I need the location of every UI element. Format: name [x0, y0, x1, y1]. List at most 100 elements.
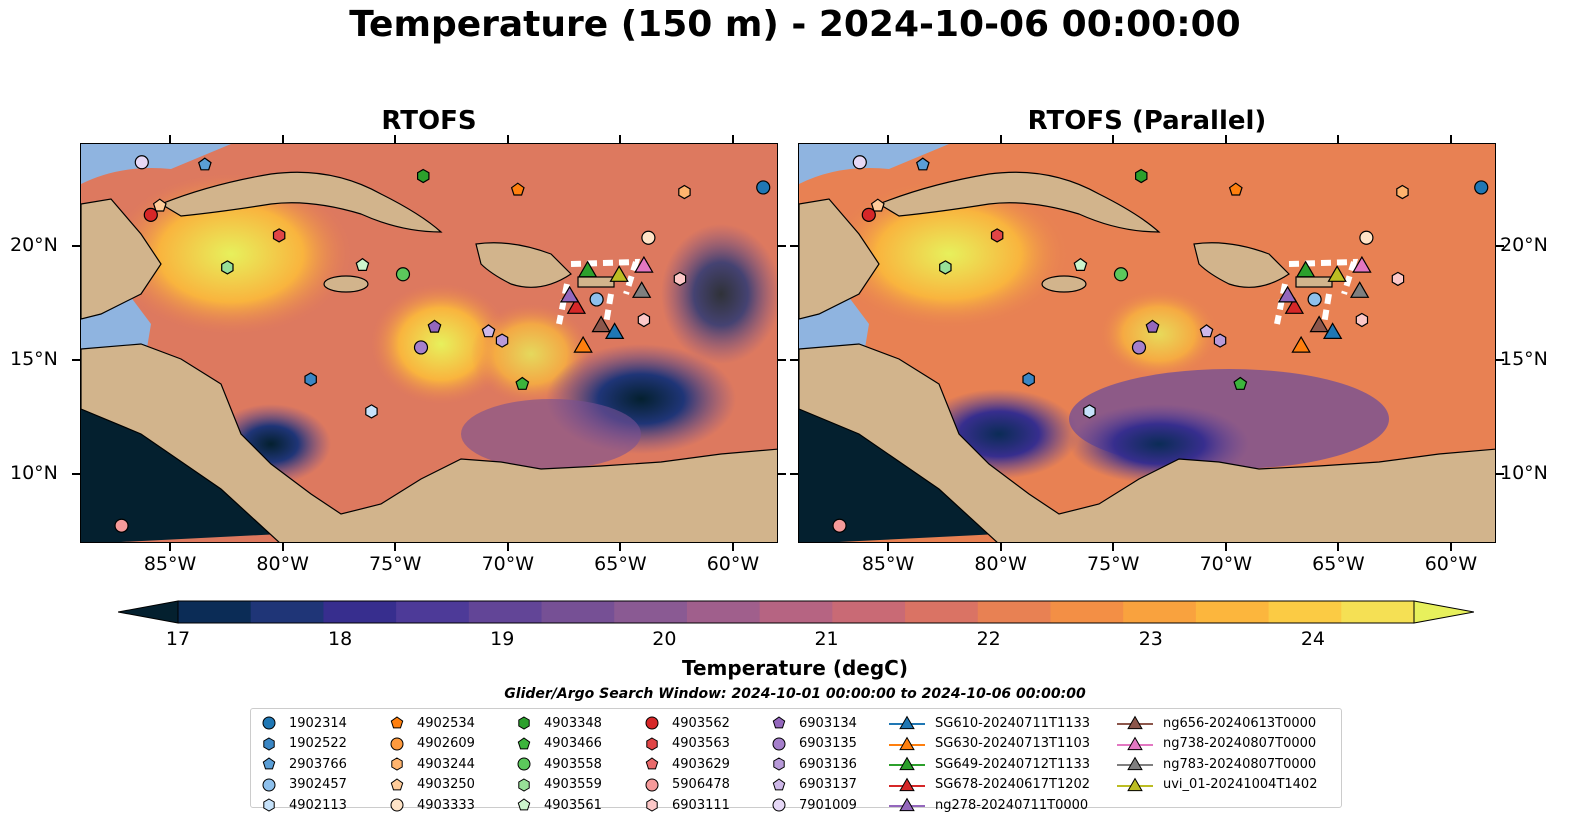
figure-title: Temperature (150 m) - 2024-10-06 00:00:0…: [349, 4, 1241, 45]
colorbar: [118, 600, 1474, 624]
argo-float-marker: [272, 228, 286, 243]
legend-item: uvi_01-20241004T1402: [1117, 775, 1317, 796]
argo-float-marker: [1113, 267, 1129, 282]
legend-item-label: 6903135: [799, 736, 857, 752]
legend-item-label: SG678-20240617T1202: [935, 777, 1091, 793]
hexagon-legend-icon: [391, 757, 403, 771]
legend: 1902314 1902522 2903766 3902457 4902113 49025…: [250, 708, 1342, 813]
colorbar-label: Temperature (degC): [682, 656, 908, 680]
legend-item-label: 4903561: [544, 797, 602, 813]
triangle-legend-icon: [889, 736, 925, 750]
glider-marker: [577, 260, 598, 278]
lon-tick-label: 65°W: [594, 553, 647, 575]
legend-item: 4903466: [514, 734, 602, 755]
triangle-legend-icon: [1117, 715, 1153, 730]
glider-marker: [1352, 255, 1372, 273]
circle-legend-icon: [390, 798, 404, 812]
legend-item-label: 4902534: [417, 715, 475, 731]
colorbar-segment: [1341, 601, 1415, 623]
pentagon-legend-icon: [772, 778, 786, 791]
glider-marker: [1309, 315, 1329, 333]
argo-float-marker: [1359, 230, 1374, 245]
lon-tick-mark: [887, 135, 890, 143]
legend-column: 4902534 4902609 4903244 4903250 4903333: [387, 713, 475, 816]
legend-item-label: 4903558: [544, 756, 602, 772]
argo-float-marker: [1145, 319, 1160, 333]
lon-tick-mark: [999, 543, 1002, 551]
lon-tick-label: 75°W: [368, 553, 422, 575]
argo-float-marker: [134, 155, 149, 170]
legend-column: 4903348 4903466 4903558 4903559 4903561: [514, 713, 602, 816]
circle-legend-icon: [517, 757, 531, 771]
lon-tick-mark: [1112, 543, 1115, 551]
panel-title-left: RTOFS: [381, 106, 477, 136]
colorbar-segment: [905, 601, 979, 623]
argo-float-marker: [197, 157, 212, 171]
circle-legend-icon: [645, 778, 659, 792]
glider-marker: [1277, 285, 1298, 303]
legend-item-label: 4903244: [417, 756, 475, 772]
legend-item: 4903558: [514, 754, 602, 775]
legend-item-label: 4903559: [544, 777, 602, 793]
legend-item: SG630-20240713T1103: [889, 734, 1090, 755]
lon-tick-label: 85°W: [861, 553, 915, 575]
lon-tick-mark: [506, 543, 509, 551]
argo-float-marker: [427, 319, 442, 333]
lon-tick-mark: [394, 135, 397, 143]
legend-item-label: 4903563: [672, 736, 730, 752]
lat-tick-label-left: 20°N: [10, 233, 58, 256]
map-rtofs-canvas: [81, 144, 777, 542]
pentagon-legend-icon: [772, 716, 786, 729]
colorbar-extend-high: [1413, 600, 1474, 624]
glider-marker: [1295, 260, 1316, 278]
colorbar-extend-low: [118, 600, 179, 624]
argo-float-marker: [990, 228, 1004, 243]
legend-item-label: 6903134: [799, 715, 857, 731]
colorbar-segment: [759, 601, 833, 623]
argo-float-marker: [1083, 404, 1096, 419]
legend-item-label: 1902522: [289, 736, 347, 752]
legend-item-label: 1902314: [289, 715, 347, 731]
map-panel-rtofs[interactable]: [80, 143, 778, 543]
legend-item: 4903562: [642, 713, 730, 734]
legend-item: 3902457: [259, 775, 347, 796]
triangle-legend-icon: [889, 797, 925, 812]
legend-item-label: ng656-20240613T0000: [1163, 715, 1317, 731]
lon-tick-mark: [731, 135, 734, 143]
colorbar-tick-label: 17: [165, 628, 191, 650]
map-panel-rtofs-parallel[interactable]: [798, 143, 1496, 543]
legend-item: 4903629: [642, 754, 730, 775]
argo-float-marker: [637, 312, 651, 328]
legend-item-label: 4903348: [544, 715, 602, 731]
triangle-legend-icon: [889, 715, 925, 730]
circle-legend-icon: [390, 737, 404, 751]
triangle-legend-icon: [889, 777, 925, 791]
argo-float-marker: [510, 182, 525, 196]
legend-item: 4903561: [514, 795, 602, 816]
lon-tick-mark: [1449, 543, 1452, 551]
legend-column: ng656-20240613T0000 ng738-20240807T0000 ng…: [1117, 713, 1317, 795]
argo-float-marker: [1355, 312, 1369, 328]
argo-float-marker: [641, 230, 656, 245]
legend-column: SG610-20240711T1133 SG630-20240713T1103 SG…: [889, 713, 1090, 816]
legend-item: 6903111: [642, 795, 730, 816]
pentagon-legend-icon: [645, 757, 659, 770]
lon-tick-mark: [1449, 135, 1452, 143]
legend-item: 4902534: [387, 713, 475, 734]
legend-item: 4903250: [387, 775, 475, 796]
argo-float-marker: [861, 207, 876, 222]
argo-float-marker: [221, 260, 234, 275]
colorbar-segment: [1195, 601, 1270, 623]
lon-tick-mark: [506, 135, 509, 143]
lon-tick-mark: [619, 135, 622, 143]
lon-tick-mark: [1224, 543, 1227, 551]
legend-item: 2903766: [259, 754, 347, 775]
argo-float-marker: [417, 168, 430, 184]
circle-legend-icon: [262, 778, 276, 792]
colorbar-segment: [1268, 601, 1342, 623]
argo-float-marker: [481, 324, 496, 338]
legend-item: 6903137: [769, 775, 857, 796]
lat-tick-mark: [72, 244, 80, 247]
argo-float-marker: [495, 333, 509, 348]
legend-item: 4903559: [514, 775, 602, 796]
